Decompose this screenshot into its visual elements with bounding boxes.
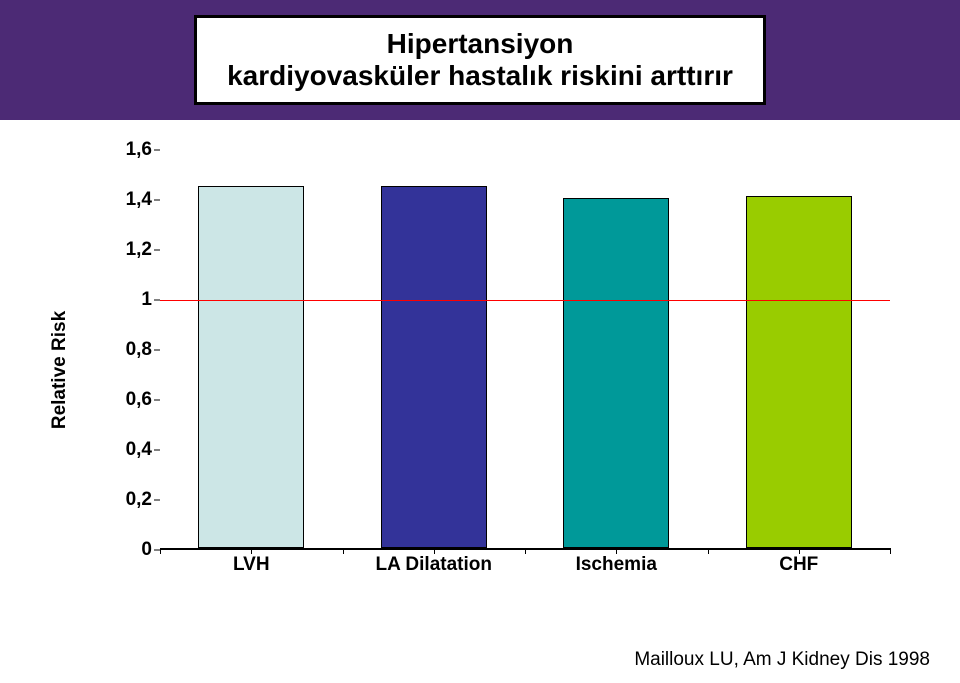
x-axis-label: Ischemia: [576, 554, 657, 576]
y-tick-mark: [154, 250, 160, 251]
bar: [746, 196, 852, 549]
plot-area: LVHLA DilatationIschemiaCHF: [160, 150, 890, 550]
y-tick-label: 1,6: [126, 139, 152, 161]
bar-chart: Relative Risk 00,20,40,60,811,21,41,6 LV…: [60, 150, 900, 590]
y-tick-label: 1,2: [126, 239, 152, 261]
y-tick-label: 1: [141, 289, 152, 311]
y-tick-label: 0: [141, 539, 152, 561]
x-axis-label: CHF: [779, 554, 818, 576]
y-tick-label: 1,4: [126, 189, 152, 211]
y-tick-mark: [154, 200, 160, 201]
y-tick-label: 0,4: [126, 439, 152, 461]
reference-line: [160, 300, 890, 301]
title-box: Hipertansiyon kardiyovasküler hastalık r…: [194, 15, 766, 105]
x-tick-mark: [343, 548, 344, 554]
x-axis-label: LVH: [233, 554, 270, 576]
y-axis: 00,20,40,60,811,21,41,6: [100, 150, 160, 550]
y-tick-mark: [154, 150, 160, 151]
x-axis-label: LA Dilatation: [376, 554, 492, 576]
x-tick-mark: [708, 548, 709, 554]
title-band: Hipertansiyon kardiyovasküler hastalık r…: [0, 0, 960, 120]
x-tick-mark: [525, 548, 526, 554]
y-axis-label: Relative Risk: [49, 311, 71, 429]
y-tick-mark: [154, 400, 160, 401]
bar: [563, 198, 669, 548]
y-tick-label: 0,6: [126, 389, 152, 411]
y-tick-label: 0,8: [126, 339, 152, 361]
citation: Mailloux LU, Am J Kidney Dis 1998: [634, 649, 930, 671]
y-tick-label: 0,2: [126, 489, 152, 511]
y-tick-mark: [154, 450, 160, 451]
bar: [198, 186, 304, 549]
bar: [381, 186, 487, 549]
x-tick-mark: [890, 548, 891, 554]
y-tick-mark: [154, 350, 160, 351]
title-line-2: kardiyovasküler hastalık riskini arttırı…: [227, 60, 733, 92]
title-line-1: Hipertansiyon: [227, 28, 733, 60]
x-tick-mark: [160, 548, 161, 554]
y-tick-mark: [154, 500, 160, 501]
